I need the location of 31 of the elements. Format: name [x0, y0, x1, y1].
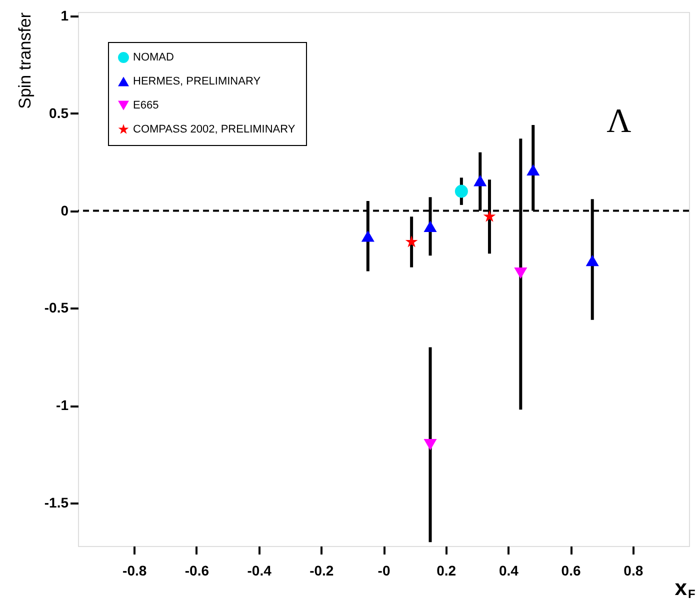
x-tick-label: -0	[378, 562, 390, 578]
y-axis-title: Spin transfer	[15, 12, 34, 109]
y-tick-label: -0.5	[44, 300, 69, 316]
point	[483, 210, 496, 222]
x-tick-label: -0.4	[247, 562, 272, 578]
y-tick-label: 0	[60, 202, 69, 218]
x-tick-label: -0.2	[310, 562, 334, 578]
point	[514, 268, 528, 279]
y-tick-label: 1	[60, 7, 69, 24]
x-tick-label: 0.6	[561, 562, 581, 578]
point	[526, 164, 540, 176]
x-tick-label: -0.6	[184, 562, 210, 578]
point	[586, 254, 599, 266]
x-tick-label: 0.4	[498, 562, 519, 578]
legend-label: NOMAD	[133, 52, 174, 64]
point	[424, 439, 437, 450]
x-tick-label: 0.8	[624, 562, 644, 578]
point	[454, 184, 468, 198]
point	[424, 220, 437, 232]
y-tick-label: 0.5	[49, 104, 69, 121]
x-tick-label: -0.8	[122, 562, 147, 578]
x-tick-label: 0.2	[436, 562, 456, 578]
point	[474, 174, 487, 186]
point	[361, 230, 374, 242]
annotation: Λ	[606, 103, 632, 140]
legend-label: COMPASS 2002, PRELIMINARY	[133, 124, 296, 136]
y-tick-label: -1.5	[44, 494, 69, 511]
legend-label: HERMES, PRELIMINARY	[133, 76, 262, 88]
y-tick-label: -1	[56, 397, 69, 414]
point	[405, 235, 418, 248]
legend-label: E665	[133, 100, 159, 112]
